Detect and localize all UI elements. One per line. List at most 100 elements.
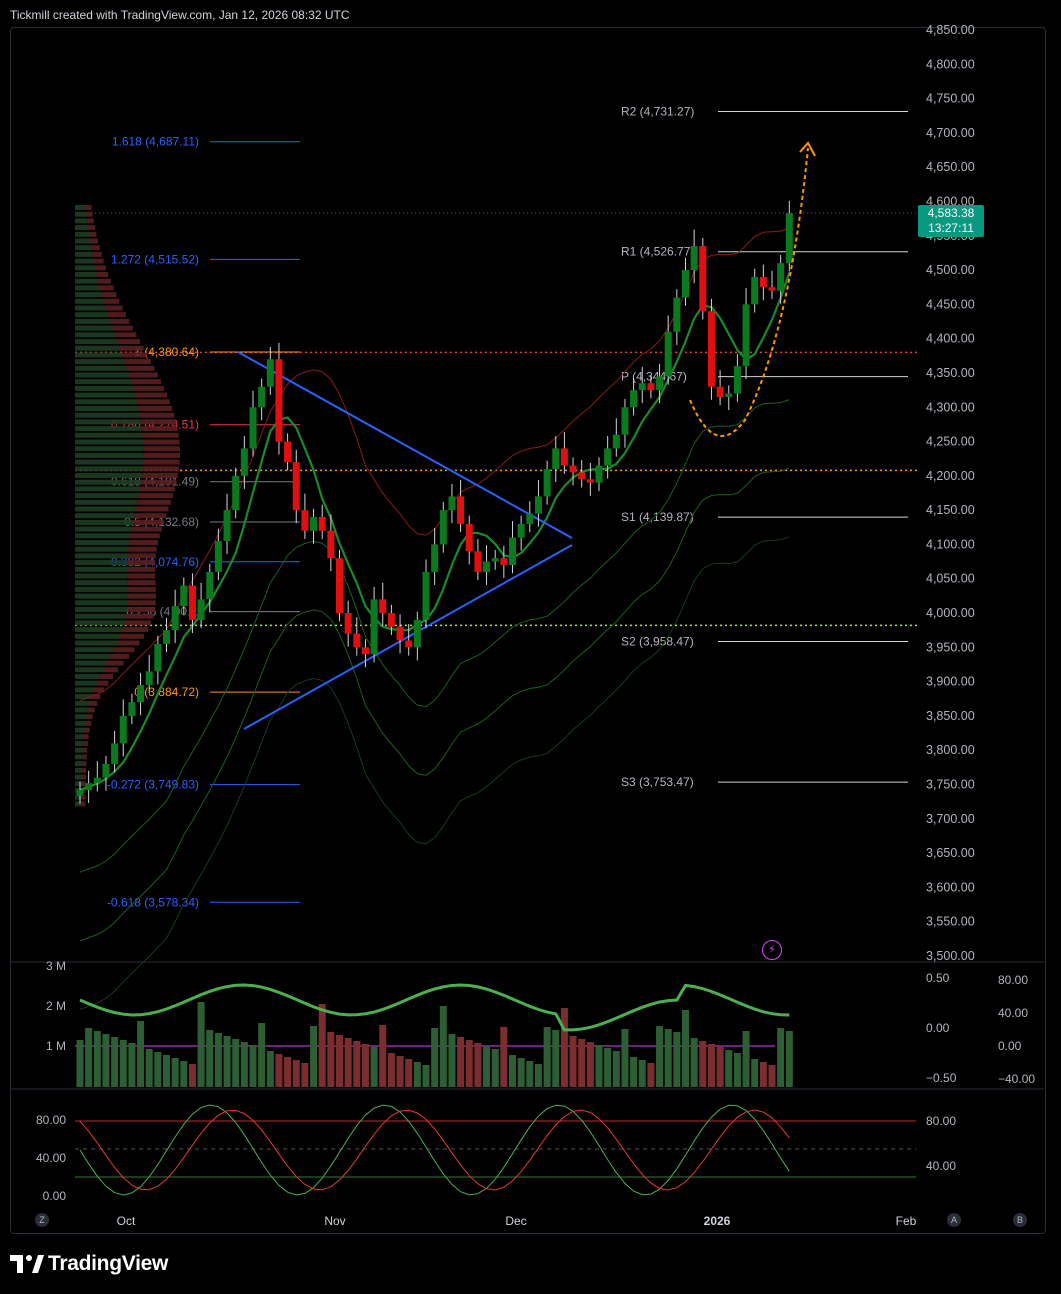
profile-bar-down xyxy=(124,620,152,626)
profile-bar-up xyxy=(75,298,104,304)
profile-bar-down xyxy=(105,305,123,311)
volume-bar xyxy=(465,1040,473,1087)
profile-bar-down xyxy=(142,439,180,445)
candle-body xyxy=(396,626,404,641)
profile-bar-up xyxy=(75,218,88,224)
candle-body xyxy=(154,643,162,672)
volume-bar xyxy=(517,1058,525,1087)
candle-body xyxy=(682,270,689,298)
profile-bar-down xyxy=(139,486,175,492)
profile-bar-up xyxy=(75,660,107,666)
lightning-icon[interactable]: ⚡ xyxy=(762,940,782,960)
price-axis-tick: 4,050.00 xyxy=(926,572,975,586)
candle-body xyxy=(310,517,318,531)
candle-body xyxy=(647,383,655,391)
profile-bar-down xyxy=(122,627,149,633)
price-axis-tick: 4,350.00 xyxy=(926,366,975,380)
candle-body xyxy=(768,287,776,291)
candle-body xyxy=(240,448,248,476)
volume-bar xyxy=(188,1064,196,1087)
zoom-reset-button[interactable]: Z xyxy=(35,1213,49,1227)
profile-bar-up xyxy=(75,533,131,539)
volume-bar xyxy=(785,1031,793,1087)
volume-osc-axis-tick: 0.00 xyxy=(926,1021,950,1035)
candle-body xyxy=(145,671,153,686)
price-axis-tick: 3,500.00 xyxy=(926,949,975,963)
volume-bar xyxy=(318,1004,326,1087)
volume-oscillator-line xyxy=(79,983,790,1032)
profile-bar-down xyxy=(135,506,169,512)
volume-bar xyxy=(586,1042,594,1087)
profile-bar-up xyxy=(75,593,128,599)
volume-bar xyxy=(111,1037,119,1087)
profile-bar-up xyxy=(75,365,127,371)
profile-bar-down xyxy=(88,225,96,231)
profile-bar-down xyxy=(127,560,156,566)
volume-bar xyxy=(716,1047,724,1087)
volume-bar xyxy=(119,1040,127,1087)
volume-bar xyxy=(621,1029,629,1087)
profile-bar-up xyxy=(75,506,136,512)
volume-bar xyxy=(197,1002,205,1087)
candle-body xyxy=(777,263,785,291)
profile-bar-down xyxy=(91,245,100,251)
profile-bar-down xyxy=(93,258,104,264)
candle-body xyxy=(163,630,170,644)
profile-bar-up xyxy=(75,412,140,418)
candle-body xyxy=(258,386,266,408)
volume-osc2-axis-tick: −40.00 xyxy=(998,1072,1035,1086)
profile-bar-up xyxy=(75,292,102,298)
profile-bar-down xyxy=(116,640,140,646)
profile-bar-up xyxy=(75,653,111,659)
candle-body xyxy=(370,599,378,655)
volume-bar xyxy=(457,1037,465,1087)
profile-bar-up xyxy=(75,667,104,673)
profile-bar-up xyxy=(75,600,128,606)
price-axis-tick: 3,850.00 xyxy=(926,709,975,723)
candle-body xyxy=(119,715,127,744)
profile-bar-up xyxy=(75,379,131,385)
profile-bar-down xyxy=(143,452,180,458)
volume-bar xyxy=(258,1023,266,1087)
candle-body xyxy=(474,551,482,572)
profile-bar-down xyxy=(134,513,167,519)
profile-bar-up xyxy=(75,493,139,499)
candle-body xyxy=(353,633,361,648)
candle-body xyxy=(197,599,205,620)
volume-bar xyxy=(612,1051,620,1087)
bar-countdown: 13:27:11 xyxy=(928,221,974,235)
candle-body xyxy=(232,475,240,511)
profile-bar-up xyxy=(75,238,90,244)
profile-bar-up xyxy=(75,359,125,365)
profile-bar-down xyxy=(82,767,87,773)
auto-scale-button[interactable]: A xyxy=(947,1213,961,1227)
candle-body xyxy=(336,558,343,614)
profile-bar-down xyxy=(103,298,120,304)
candle-body xyxy=(457,496,465,524)
price-axis-tick: 4,000.00 xyxy=(926,606,975,620)
profile-bar-down xyxy=(141,473,178,478)
profile-bar-down xyxy=(127,553,156,559)
price-axis-tick: 4,100.00 xyxy=(926,537,975,551)
profile-bar-down xyxy=(128,546,157,552)
pivot-label: S1 (4,139.87) xyxy=(621,510,694,524)
volume-bar xyxy=(630,1057,638,1087)
fib-label: -0.272 (3,749.83) xyxy=(107,778,199,792)
tradingview-logo-icon xyxy=(10,1255,44,1273)
candle-body xyxy=(509,537,516,566)
tradingview-logo[interactable]: TradingView xyxy=(10,1252,168,1276)
chart-frame[interactable] xyxy=(10,27,1046,1234)
volume-bar xyxy=(266,1051,274,1087)
volume-bar xyxy=(534,1064,542,1087)
profile-bar-up xyxy=(75,426,142,432)
price-axis-tick: 3,550.00 xyxy=(926,915,975,929)
profile-bar-down xyxy=(117,339,140,344)
log-scale-button[interactable]: B xyxy=(1013,1213,1027,1227)
candle-body xyxy=(180,585,188,607)
profile-bar-down xyxy=(85,205,92,210)
price-axis-tick: 4,700.00 xyxy=(926,126,975,140)
profile-bar-up xyxy=(75,352,122,358)
volume-bar xyxy=(223,1036,231,1087)
profile-bar-down xyxy=(113,647,135,653)
